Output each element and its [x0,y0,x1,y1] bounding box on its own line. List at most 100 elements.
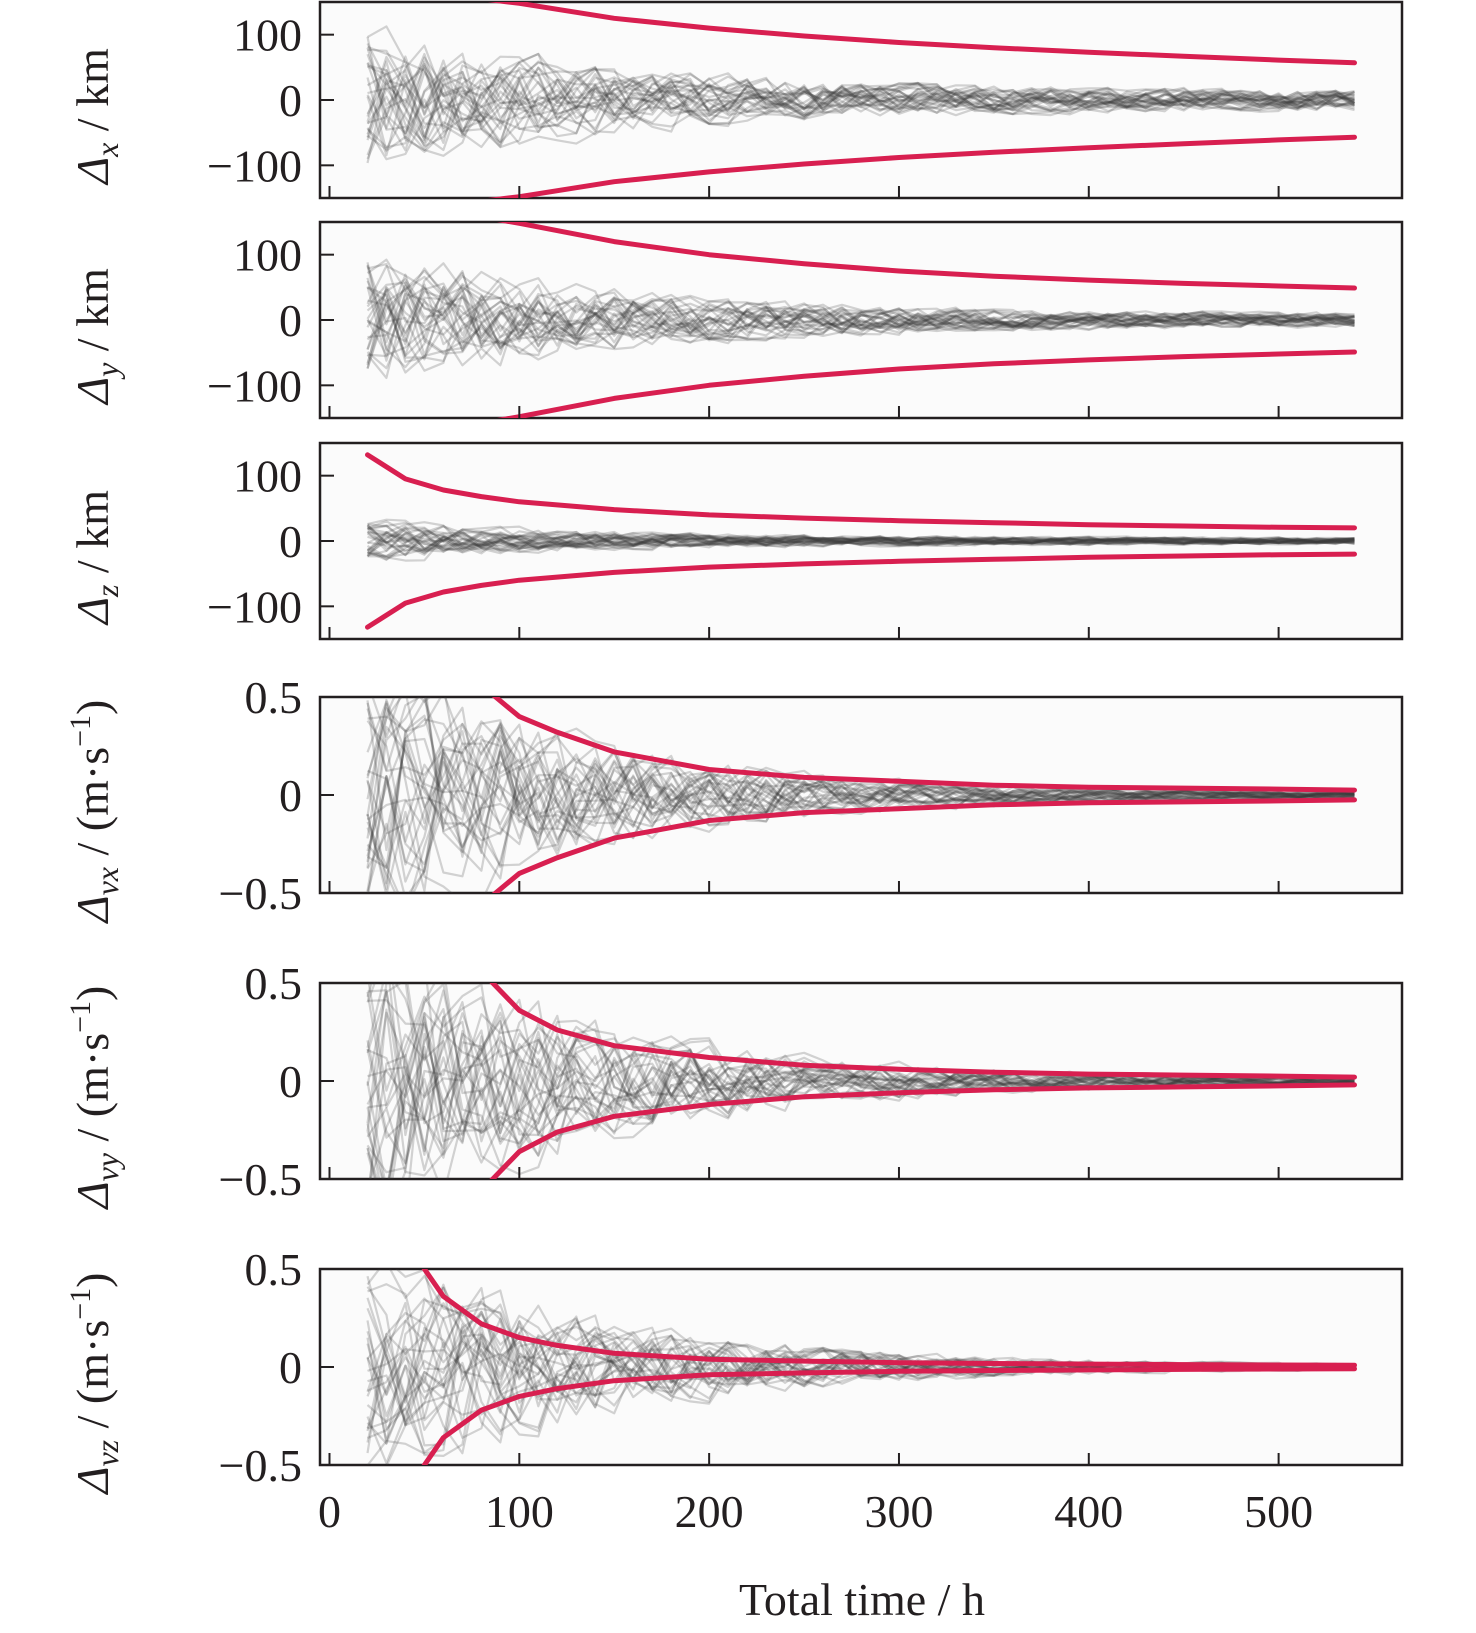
run-line [366,281,1355,356]
run-line [366,718,1355,869]
run-line [367,532,1355,561]
y-tick-label: 0 [279,75,302,126]
run-line [367,63,1355,149]
run-line [366,302,1355,374]
run-line [366,282,1355,370]
run-line [366,697,1355,849]
y-axis-title: Δvx / (m·s−1) [64,700,125,925]
run-line [366,700,1355,852]
y-tick-label: 100 [233,10,302,61]
run-line [367,523,1355,552]
run-line [366,52,1356,149]
run-line [366,524,1355,557]
run-line [367,63,1356,147]
run-line [366,55,1355,160]
run-line [366,1012,1355,1174]
run-line [366,698,1355,891]
run-line [366,25,1356,116]
run-line [367,277,1355,341]
run-line [366,284,1355,357]
run-line [366,264,1355,361]
run-line [367,524,1355,553]
panel-frame [318,220,1404,420]
run-line [367,995,1355,1125]
run-line [367,530,1355,555]
run-line [367,60,1355,152]
run-line [366,983,1355,1136]
upper-bound-line [487,2,1357,66]
y-tick-label: 0.5 [245,958,303,1009]
run-line [366,521,1355,557]
run-line [367,999,1355,1152]
run-line [367,518,1355,550]
run-line [366,1032,1355,1179]
run-line [366,983,1355,1149]
lower-bound-line [421,1366,1357,1465]
run-line [366,983,1355,1140]
y-tick-label: −100 [207,360,302,411]
run-line [366,998,1355,1164]
y-tick-label: −100 [207,140,302,191]
run-line [366,296,1355,361]
panel-4: 0.5 0 −0.5 Δvx / (m·s−1) [64,672,1404,925]
run-line [366,762,1355,870]
run-line [366,284,1355,363]
run-line [367,714,1355,855]
run-line [366,697,1355,836]
run-line [367,520,1355,554]
y-tick-label: 0 [279,295,302,346]
run-line [366,55,1355,142]
run-line [366,531,1355,552]
y-tick-label: −0.5 [219,1154,302,1205]
run-line [366,52,1355,135]
run-line [366,269,1355,369]
x-tick-label: 100 [485,1486,554,1537]
panel-frame [318,441,1404,641]
plot-area [366,1269,1357,1465]
run-line [367,525,1355,554]
panels-group: 100 0 −100 Δx / km 100 0 −100 Δy / km 100 0 −100 Δz… [64,0,1404,1496]
run-line [367,528,1355,550]
plot-area [366,983,1357,1179]
run-line [366,293,1355,372]
run-line [366,532,1355,561]
run-line [367,530,1355,557]
run-line [366,530,1355,557]
run-line [366,526,1355,553]
run-line [366,720,1355,843]
y-tick-label: 100 [233,230,302,281]
y-axis-title: Δz / km [67,490,125,626]
y-axis-title: Δvz / (m·s−1) [64,1272,125,1495]
run-line [366,52,1355,156]
run-line [366,60,1355,140]
panel-3: 100 0 −100 Δz / km [67,441,1404,641]
run-line [366,67,1355,153]
run-line [366,1021,1355,1179]
run-line [369,983,1355,1179]
upper-bound-line [421,1269,1357,1368]
y-tick-label: 0 [279,1342,302,1393]
run-line [367,530,1355,559]
plot-area [366,697,1357,893]
y-tick-label: 0.5 [245,1244,303,1295]
run-line [366,66,1355,157]
y-axis-title: Δx / km [67,48,125,186]
run-line [367,286,1355,357]
run-line [367,983,1355,1120]
run-line [366,697,1355,863]
run-line [366,277,1355,369]
run-line [367,525,1355,554]
run-line [366,264,1355,354]
run-line [367,521,1355,553]
run-line [366,70,1355,145]
run-line [366,1022,1355,1149]
panel-frame [318,0,1404,200]
y-tick-label: −100 [207,581,302,632]
y-tick-label: 0.5 [245,672,303,723]
panel-1: 100 0 −100 Δx / km [67,0,1404,200]
run-line [367,756,1355,893]
run-line [366,60,1355,161]
run-line [366,983,1355,1124]
run-line [366,744,1355,878]
